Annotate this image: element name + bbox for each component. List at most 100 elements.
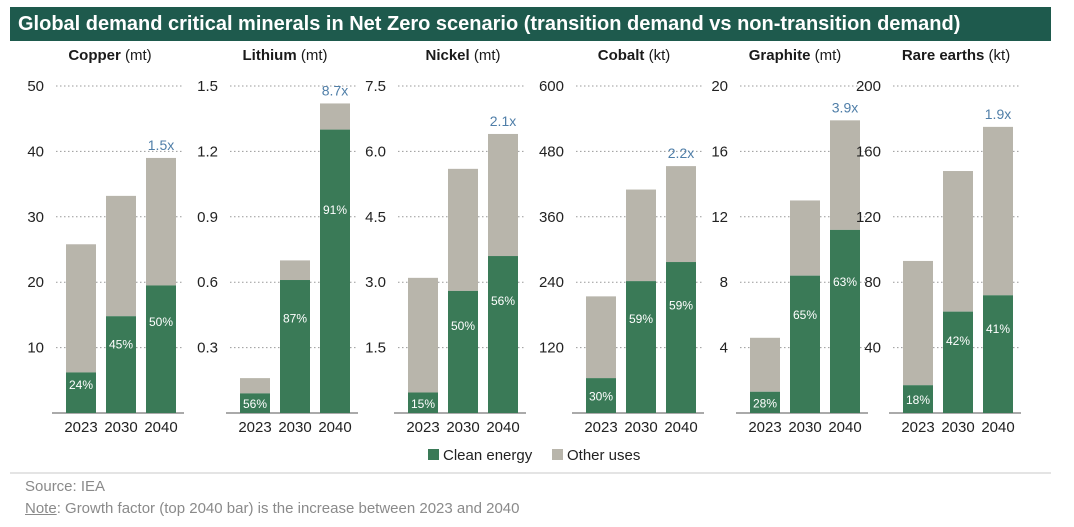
y-tick-label: 120 <box>539 340 564 357</box>
y-tick-label: 160 <box>856 143 881 160</box>
panel-title-unit: (kt) <box>644 47 670 64</box>
bar-clean-energy <box>448 290 478 413</box>
y-tick-label: 40 <box>27 143 44 160</box>
panel-title-mineral: Nickel <box>425 47 469 64</box>
clean-share-label: 45% <box>109 337 133 351</box>
bar-other-uses <box>408 277 438 393</box>
panel-title: Graphite (mt) <box>749 47 842 64</box>
bar-clean-energy <box>830 229 860 413</box>
bar-other-uses <box>66 244 96 373</box>
x-tick-label: 2030 <box>104 419 137 436</box>
y-tick-label: 3.0 <box>365 274 386 291</box>
legend-swatch <box>428 449 439 460</box>
panel-title-unit: (kt) <box>984 47 1010 64</box>
bar-other-uses <box>320 103 350 130</box>
clean-share-label: 50% <box>451 319 475 333</box>
y-tick-label: 1.5 <box>365 340 386 357</box>
bar-other-uses <box>146 157 176 286</box>
panel-title: Nickel (mt) <box>425 47 500 64</box>
x-tick-label: 2030 <box>788 419 821 436</box>
y-tick-label: 120 <box>856 209 881 226</box>
bar-clean-energy <box>903 385 933 413</box>
clean-share-label: 50% <box>149 315 173 329</box>
x-tick-label: 2030 <box>446 419 479 436</box>
panel-nickel: Nickel (mt) 1.5 3.0 4.5 6.0 7.5 15% 2023 50% 2030… <box>365 47 526 436</box>
clean-share-label: 59% <box>669 298 693 312</box>
bar-clean-energy <box>106 316 136 413</box>
x-tick-label: 2040 <box>981 419 1014 436</box>
panel-title: Copper (mt) <box>68 47 151 64</box>
growth-factor-label: 8.7x <box>322 82 348 98</box>
note-label: Note <box>25 500 57 517</box>
note-body: : Growth factor (top 2040 bar) is the in… <box>56 500 520 517</box>
bar-other-uses <box>586 296 616 379</box>
clean-share-label: 65% <box>793 308 817 322</box>
bar-other-uses <box>106 195 136 317</box>
bar-clean-energy <box>280 280 310 413</box>
y-tick-label: 360 <box>539 209 564 226</box>
y-tick-label: 12 <box>711 209 728 226</box>
legend-swatch <box>552 449 563 460</box>
panel-title: Rare earths (kt) <box>902 47 1010 64</box>
bar-clean-energy <box>790 275 820 413</box>
source-text: Source: IEA <box>25 478 106 495</box>
y-tick-label: 40 <box>864 340 881 357</box>
clean-share-label: 63% <box>833 275 857 289</box>
clean-share-label: 28% <box>753 396 777 410</box>
bar-clean-energy <box>240 393 270 413</box>
x-tick-label: 2023 <box>901 419 934 436</box>
panel-title-mineral: Cobalt <box>598 47 645 64</box>
panel-title-unit: (mt) <box>810 47 841 64</box>
clean-share-label: 24% <box>69 378 93 392</box>
x-tick-label: 2040 <box>664 419 697 436</box>
panel-graphite: Graphite (mt) 4 8 12 16 20 28% 2023 65% 2030 63% 20… <box>711 47 868 436</box>
x-tick-label: 2030 <box>624 419 657 436</box>
bar-clean-energy <box>626 281 656 413</box>
bar-other-uses <box>448 168 478 291</box>
y-tick-label: 1.5 <box>197 78 218 95</box>
y-tick-label: 0.9 <box>197 209 218 226</box>
bar-other-uses <box>750 337 780 392</box>
x-tick-label: 2023 <box>238 419 271 436</box>
y-tick-label: 10 <box>27 340 44 357</box>
clean-share-label: 56% <box>243 397 267 411</box>
panel-title: Cobalt (kt) <box>598 47 671 64</box>
bar-other-uses <box>626 189 656 282</box>
x-tick-label: 2040 <box>486 419 519 436</box>
bar-other-uses <box>280 260 310 281</box>
bar-other-uses <box>666 166 696 263</box>
clean-share-label: 87% <box>283 311 307 325</box>
panel-title-mineral: Copper <box>68 47 121 64</box>
panel-title-mineral: Lithium <box>243 47 297 64</box>
growth-factor-label: 1.9x <box>985 106 1011 122</box>
x-tick-label: 2030 <box>278 419 311 436</box>
clean-share-label: 56% <box>491 294 515 308</box>
y-tick-label: 600 <box>539 78 564 95</box>
x-tick-label: 2040 <box>828 419 861 436</box>
bar-clean-energy <box>943 311 973 413</box>
y-tick-label: 1.2 <box>197 143 218 160</box>
x-tick-label: 2023 <box>406 419 439 436</box>
y-tick-label: 7.5 <box>365 78 386 95</box>
bar-other-uses <box>830 120 860 230</box>
y-tick-label: 6.0 <box>365 143 386 160</box>
legend: Clean energy Other uses <box>428 447 640 464</box>
bar-clean-energy <box>983 295 1013 413</box>
y-tick-label: 4.5 <box>365 209 386 226</box>
clean-share-label: 59% <box>629 312 653 326</box>
y-tick-label: 16 <box>711 143 728 160</box>
clean-share-label: 15% <box>411 397 435 411</box>
panel-rare-earths: Rare earths (kt) 40 80 120 160 200 18% 2023 42% 2… <box>856 47 1021 436</box>
clean-share-label: 41% <box>986 322 1010 336</box>
panel-title-mineral: Rare earths <box>902 47 985 64</box>
bar-other-uses <box>943 171 973 312</box>
x-tick-label: 2030 <box>941 419 974 436</box>
y-tick-label: 20 <box>711 78 728 95</box>
note-text: Note: Growth factor (top 2040 bar) is th… <box>25 500 519 517</box>
bar-other-uses <box>790 200 820 276</box>
bar-clean-energy <box>488 256 518 413</box>
growth-factor-label: 1.5x <box>148 137 174 153</box>
panel-title-unit: (mt) <box>297 47 328 64</box>
clean-share-label: 42% <box>946 334 970 348</box>
panel-title-unit: (mt) <box>470 47 501 64</box>
